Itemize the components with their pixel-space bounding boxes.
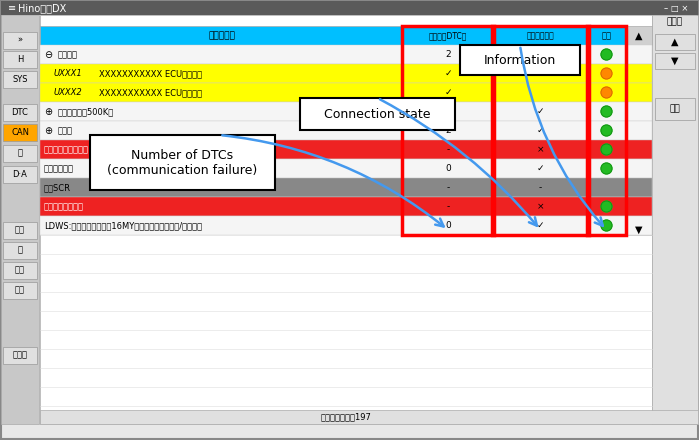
Text: ▲: ▲: [671, 37, 679, 47]
Circle shape: [601, 201, 612, 212]
FancyBboxPatch shape: [40, 83, 652, 102]
FancyBboxPatch shape: [40, 45, 652, 64]
Text: リセッ: リセッ: [13, 351, 27, 359]
Text: エンジン: エンジン: [58, 50, 78, 59]
Text: UXXX1: UXXX1: [54, 69, 82, 78]
Text: ⊖: ⊖: [44, 50, 52, 59]
Text: ×: ×: [537, 202, 545, 211]
Text: ✓: ✓: [537, 50, 545, 59]
FancyBboxPatch shape: [3, 124, 37, 141]
Text: 尿素SCR: 尿素SCR: [44, 183, 71, 192]
Text: ✓: ✓: [445, 88, 452, 97]
FancyBboxPatch shape: [3, 51, 37, 68]
Text: Number of DTCs
(communication failure): Number of DTCs (communication failure): [108, 149, 258, 176]
FancyBboxPatch shape: [40, 197, 652, 216]
Text: ✓: ✓: [445, 69, 452, 78]
Text: カ: カ: [17, 246, 22, 254]
Text: -: -: [447, 145, 449, 154]
FancyBboxPatch shape: [40, 178, 652, 197]
FancyBboxPatch shape: [40, 15, 652, 424]
Circle shape: [601, 49, 612, 60]
Text: 保護: 保護: [15, 265, 25, 275]
Circle shape: [601, 163, 612, 174]
FancyBboxPatch shape: [3, 262, 37, 279]
Text: 現在接続状態: 現在接続状態: [526, 31, 554, 40]
FancyBboxPatch shape: [300, 98, 455, 130]
Text: 空車車載システム: 空車車載システム: [44, 202, 84, 211]
FancyBboxPatch shape: [3, 242, 37, 259]
Text: トランスミッション: トランスミッション: [44, 145, 89, 154]
FancyBboxPatch shape: [40, 102, 652, 121]
Text: CAN: CAN: [11, 128, 29, 136]
Circle shape: [601, 125, 612, 136]
Text: 停止: 停止: [670, 105, 680, 114]
Text: 点: 点: [17, 149, 22, 158]
Text: – □ ×: – □ ×: [663, 4, 688, 12]
FancyBboxPatch shape: [40, 64, 652, 83]
Text: 2: 2: [445, 50, 451, 59]
Text: LDWS:車線逸脱警報表示16MY以降（大中トラック/バス用）: LDWS:車線逸脱警報表示16MY以降（大中トラック/バス用）: [44, 221, 202, 230]
FancyBboxPatch shape: [40, 140, 652, 159]
Text: ✓: ✓: [537, 107, 545, 116]
Text: Connection state: Connection state: [324, 107, 431, 121]
Text: 2: 2: [445, 126, 451, 135]
Circle shape: [601, 220, 612, 231]
Circle shape: [601, 68, 612, 79]
Text: -: -: [447, 202, 449, 211]
FancyBboxPatch shape: [3, 104, 37, 121]
Text: テスト: テスト: [667, 18, 683, 26]
FancyBboxPatch shape: [3, 166, 37, 183]
Text: ⊕: ⊕: [44, 106, 52, 117]
Text: Hino次世DX: Hino次世DX: [18, 3, 66, 13]
Circle shape: [601, 106, 612, 117]
Circle shape: [601, 144, 612, 155]
FancyBboxPatch shape: [3, 222, 37, 239]
FancyBboxPatch shape: [90, 135, 275, 190]
Text: ▼: ▼: [635, 225, 642, 235]
FancyBboxPatch shape: [3, 145, 37, 162]
Text: ルート: ルート: [58, 126, 73, 135]
Text: ✓: ✓: [537, 164, 545, 173]
Text: H: H: [17, 55, 23, 63]
FancyBboxPatch shape: [655, 34, 695, 50]
Text: ▲: ▲: [635, 30, 642, 40]
Text: ハイブリッド: ハイブリッド: [44, 164, 74, 173]
Text: ✓: ✓: [537, 126, 545, 135]
Text: 0: 0: [445, 164, 451, 173]
Text: UXXX2: UXXX2: [54, 88, 82, 97]
Text: ×: ×: [537, 145, 545, 154]
FancyBboxPatch shape: [3, 32, 37, 49]
Text: DTC: DTC: [12, 107, 29, 117]
Text: 画面: 画面: [15, 225, 25, 235]
FancyBboxPatch shape: [460, 45, 580, 75]
Text: »: »: [17, 36, 22, 44]
Text: システム名: システム名: [208, 31, 235, 40]
Text: ステータスバー197: ステータスバー197: [321, 413, 371, 422]
FancyBboxPatch shape: [3, 347, 37, 364]
Text: XXXXXXXXXXX ECU通信断絶: XXXXXXXXXXX ECU通信断絶: [99, 88, 202, 97]
FancyBboxPatch shape: [1, 1, 698, 15]
Text: ✓: ✓: [537, 221, 545, 230]
Text: エアバッグ（500K）: エアバッグ（500K）: [58, 107, 114, 116]
FancyBboxPatch shape: [3, 282, 37, 299]
FancyBboxPatch shape: [3, 71, 37, 88]
FancyBboxPatch shape: [40, 26, 625, 45]
Text: ▼: ▼: [671, 56, 679, 66]
Circle shape: [601, 87, 612, 98]
FancyBboxPatch shape: [1, 15, 39, 424]
FancyBboxPatch shape: [40, 410, 698, 424]
FancyBboxPatch shape: [40, 121, 652, 140]
FancyBboxPatch shape: [40, 159, 652, 178]
Text: 2: 2: [445, 107, 451, 116]
Text: 字編: 字編: [15, 286, 25, 294]
Text: D·A: D·A: [13, 169, 27, 179]
Text: ≡: ≡: [8, 3, 16, 13]
Text: 通信診断DTC数: 通信診断DTC数: [428, 31, 467, 40]
FancyBboxPatch shape: [652, 15, 698, 424]
Text: SYS: SYS: [13, 74, 28, 84]
FancyBboxPatch shape: [40, 216, 652, 235]
Text: -: -: [539, 183, 542, 192]
FancyBboxPatch shape: [655, 53, 695, 69]
FancyBboxPatch shape: [655, 98, 695, 120]
